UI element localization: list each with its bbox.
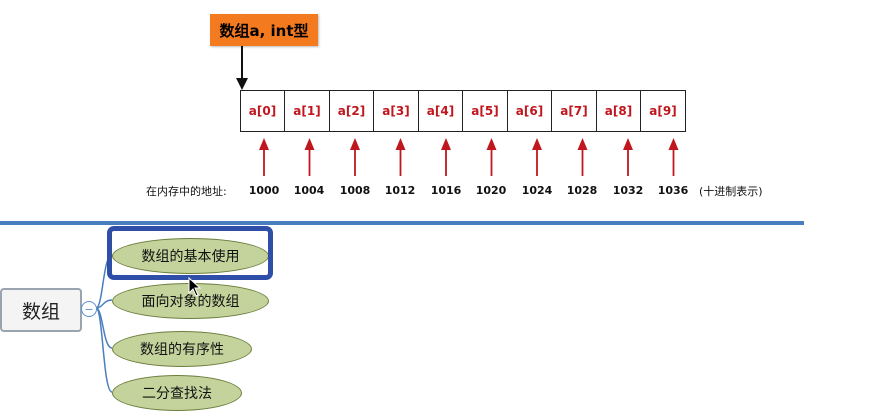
address-arrow-icon bbox=[395, 138, 406, 176]
address-arrow-icon bbox=[668, 138, 679, 176]
address-arrow-icon bbox=[486, 138, 497, 176]
address-arrow-icon bbox=[350, 138, 360, 176]
array-cell: a[8] bbox=[595, 90, 642, 132]
address-arrow-icon bbox=[532, 138, 542, 176]
array-cell: a[1] bbox=[284, 90, 330, 132]
section-divider bbox=[0, 221, 804, 225]
mindmap-node-ordered[interactable]: 数组的有序性 bbox=[112, 331, 252, 367]
address-suffix-label: (十进制表示) bbox=[699, 185, 763, 198]
address-label: 1028 bbox=[566, 184, 598, 197]
address-label: 1008 bbox=[339, 184, 371, 197]
address-arrow-icon bbox=[259, 138, 269, 176]
address-arrow-icon bbox=[304, 138, 315, 176]
mindmap-node-basic-usage[interactable]: 数组的基本使用 bbox=[112, 238, 269, 274]
array-cell: a[3] bbox=[373, 90, 419, 132]
array-cell: a[4] bbox=[417, 90, 464, 132]
address-arrow-icon bbox=[623, 138, 633, 176]
array-cells: a[0] a[1] a[2] a[3] a[4] a[5] a[6] a[7] … bbox=[239, 90, 686, 132]
collapse-button[interactable]: − bbox=[81, 301, 97, 317]
pointer-arrow-icon bbox=[236, 46, 248, 90]
address-label: 1032 bbox=[612, 184, 644, 197]
selection-frame bbox=[107, 226, 273, 280]
array-cell: a[5] bbox=[462, 90, 508, 132]
array-cell: a[6] bbox=[506, 90, 553, 132]
address-arrow-icon bbox=[441, 138, 451, 176]
mindmap-node-binary-search[interactable]: 二分查找法 bbox=[112, 375, 242, 411]
address-label: 1012 bbox=[384, 184, 416, 197]
address-label: 1036 bbox=[657, 184, 689, 197]
mindmap-root[interactable]: 数组 bbox=[0, 288, 82, 332]
array-cell: a[9] bbox=[640, 90, 686, 132]
address-label: 1004 bbox=[293, 184, 325, 197]
address-prefix-label: 在内存中的地址: bbox=[146, 185, 227, 198]
address-label: 1024 bbox=[521, 184, 553, 197]
address-label: 1020 bbox=[475, 184, 507, 197]
array-cell: a[2] bbox=[328, 90, 375, 132]
address-label: 1000 bbox=[248, 184, 280, 197]
address-arrow-icon bbox=[577, 138, 588, 176]
mouse-cursor-icon bbox=[188, 277, 202, 297]
address-label: 1016 bbox=[430, 184, 462, 197]
array-title-box: 数组a, int型 bbox=[210, 14, 318, 46]
